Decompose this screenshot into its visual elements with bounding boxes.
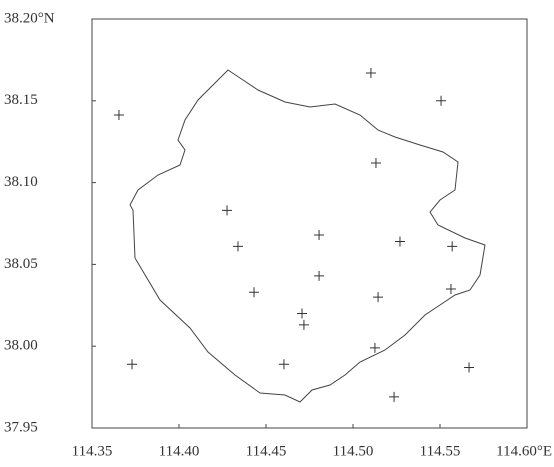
plot-frame [91,18,528,429]
station-marker [370,157,381,168]
station-marker [394,236,405,247]
station-marker [365,67,376,78]
y-tick-label: 38.10 [4,174,38,190]
boundary [129,69,486,403]
x-tick-label: 114.40 [159,443,200,459]
station-marker [445,283,456,294]
station-marker [389,391,400,402]
station-marker [297,308,308,319]
station-marker [314,270,325,281]
station-marker [369,342,380,353]
x-tick-label: 114.60°E [496,443,552,459]
station-marker [127,359,138,370]
y-tick-label: 38.00 [4,338,38,354]
station-marker [248,287,259,298]
station-marker [464,362,475,373]
station-marker [314,229,325,240]
station-marker [447,241,458,252]
station-marker [278,359,289,370]
y-tick-label: 37.95 [4,419,38,435]
station-marker [298,319,309,330]
y-tick-label: 38.15 [4,92,38,108]
station-marker [436,95,447,106]
x-tick-label: 114.55 [420,443,461,459]
x-tick-label: 114.35 [72,443,113,459]
station-marker [222,205,233,216]
station-marker [113,110,124,121]
x-tick-label: 114.45 [246,443,287,459]
y-tick-label: 38.05 [4,256,38,272]
x-tick-label: 114.50 [333,443,374,459]
station-marker [232,241,243,252]
station-marker [373,292,384,303]
y-tick-label: 38.20°N [4,10,55,26]
